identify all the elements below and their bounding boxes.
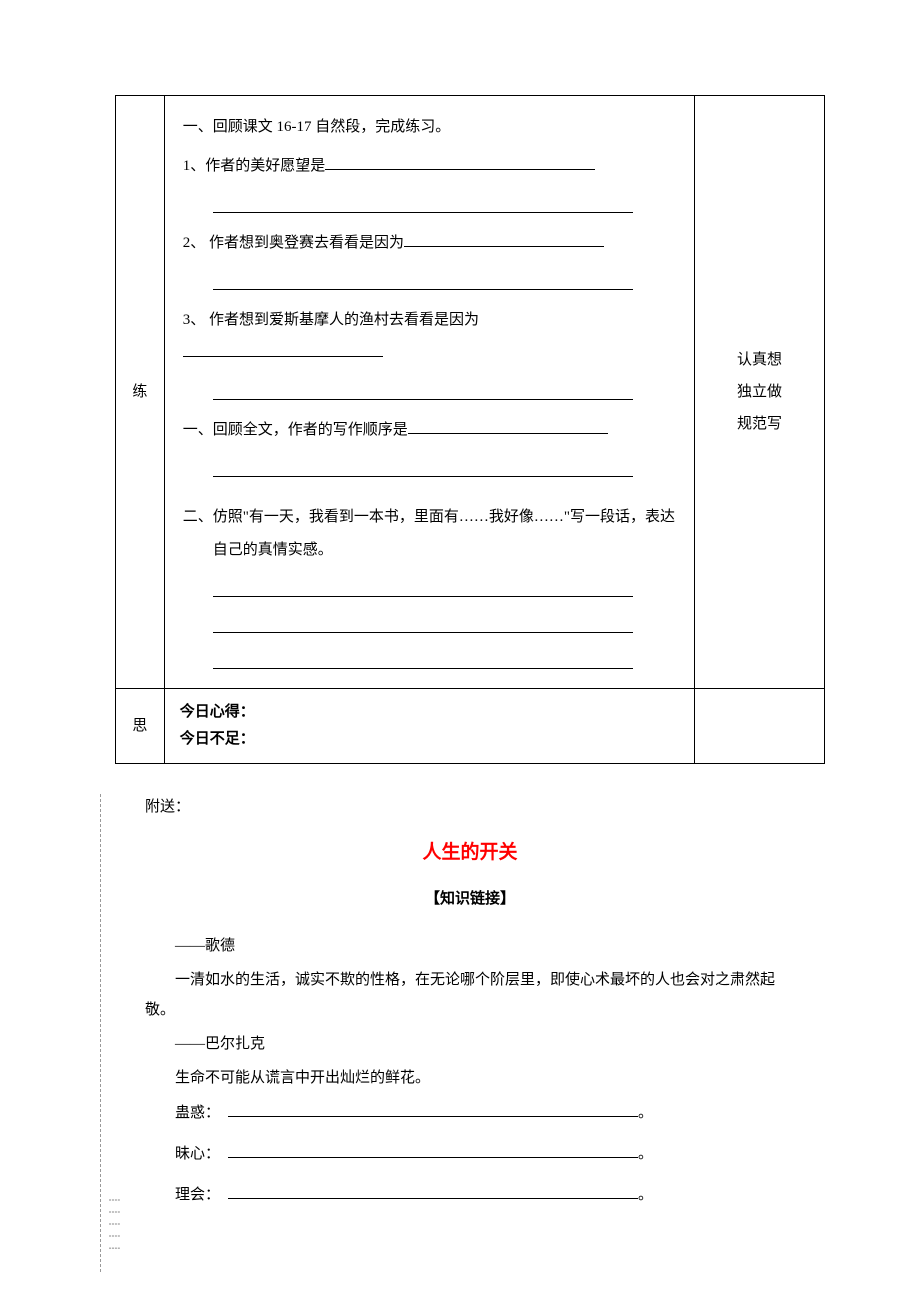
worksheet-table: 练 一、回顾课文 16-17 自然段，完成练习。 1、作者的美好愿望是 2、 作… xyxy=(115,95,825,764)
blank-line xyxy=(213,378,633,400)
note-line-3: 规范写 xyxy=(705,409,814,439)
note-line-2: 独立做 xyxy=(705,377,814,407)
blank xyxy=(183,339,383,357)
question-1: 1、作者的美好愿望是 xyxy=(183,150,676,183)
quote-1: 一清如水的生活，诚实不欺的性格，在无论哪个阶层里，即使心术最坏的人也会对之肃然起… xyxy=(115,965,825,1025)
question-2: 2、 作者想到奥登赛去看看是因为 xyxy=(183,227,676,260)
blank xyxy=(228,1099,638,1117)
thought-content: 今日心得： 今日不足： xyxy=(164,689,694,764)
thought-note xyxy=(695,689,825,764)
blank xyxy=(404,229,604,247)
blank-line xyxy=(213,647,633,669)
word-entry-1: 蛊惑：。 xyxy=(175,1097,825,1130)
note-line-1: 认真想 xyxy=(705,345,814,375)
blank-line xyxy=(213,611,633,633)
word-entry-3: 理会：。 xyxy=(175,1179,825,1212)
author-2: ——巴尔扎克 xyxy=(145,1029,825,1059)
row-label-thought: 思 xyxy=(116,689,165,764)
today-lack: 今日不足： xyxy=(180,726,679,753)
author-1: ——歌德 xyxy=(145,931,825,961)
row-label-practice: 练 xyxy=(116,96,165,689)
appendix-label: 附送： xyxy=(145,794,825,821)
blank-line xyxy=(213,575,633,597)
blank xyxy=(325,152,595,170)
section2-heading: 二、仿照"有一天，我看到一本书，里面有……我好像……"写一段话，表达自己的真情实… xyxy=(213,501,676,567)
practice-note: 认真想 独立做 规范写 xyxy=(695,96,825,689)
blank xyxy=(228,1181,638,1199)
appendix-subtitle: 【知识链接】 xyxy=(115,886,825,913)
quote-2: 生命不可能从谎言中开出灿烂的鲜花。 xyxy=(145,1063,825,1093)
today-gain: 今日心得： xyxy=(180,699,679,726)
appendix-section: 附送： 人生的开关 【知识链接】 ——歌德 一清如水的生活，诚实不欺的性格，在无… xyxy=(115,794,825,1212)
dashed-divider xyxy=(100,794,101,1272)
blank xyxy=(408,416,608,434)
cut-line-marks: ┊┊┊┊┊ xyxy=(107,1197,119,1257)
word-entry-2: 昧心：。 xyxy=(175,1138,825,1171)
blank-line xyxy=(213,191,633,213)
section1b-heading: 一、回顾全文，作者的写作顺序是 xyxy=(183,414,676,447)
question-3: 3、 作者想到爱斯基摩人的渔村去看看是因为 xyxy=(183,304,676,370)
blank-line xyxy=(213,455,633,477)
practice-content: 一、回顾课文 16-17 自然段，完成练习。 1、作者的美好愿望是 2、 作者想… xyxy=(164,96,694,689)
blank-line xyxy=(213,268,633,290)
appendix-title: 人生的开关 xyxy=(115,836,825,870)
section1-heading: 一、回顾课文 16-17 自然段，完成练习。 xyxy=(183,111,676,144)
blank xyxy=(228,1140,638,1158)
